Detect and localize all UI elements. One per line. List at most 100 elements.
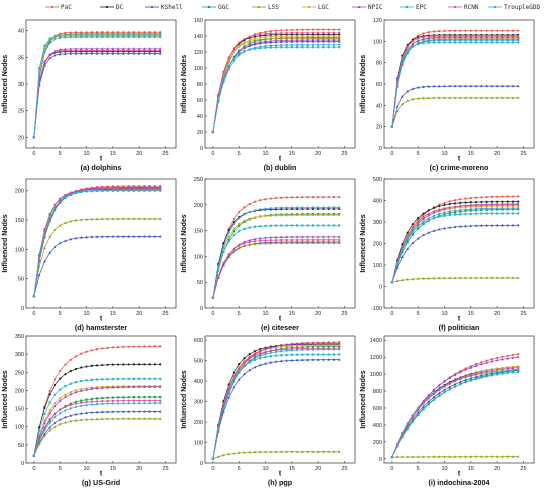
data-point xyxy=(101,188,104,192)
data-point xyxy=(274,214,278,217)
data-point xyxy=(285,238,288,242)
data-point xyxy=(459,210,462,213)
data-point xyxy=(322,224,325,227)
y-tick-label: 400 xyxy=(373,199,382,205)
series-trouplegdd xyxy=(211,206,341,299)
data-point xyxy=(490,200,493,203)
data-point xyxy=(95,400,99,403)
data-point xyxy=(138,399,141,402)
data-point xyxy=(264,37,267,41)
data-point xyxy=(274,349,278,352)
data-point xyxy=(417,408,420,411)
data-point xyxy=(401,278,404,282)
y-tick-label: 100 xyxy=(373,39,382,45)
data-point xyxy=(422,401,425,404)
data-point xyxy=(501,41,504,44)
data-point xyxy=(253,46,257,49)
data-point xyxy=(269,355,272,358)
data-point xyxy=(274,360,278,363)
data-point xyxy=(322,46,325,49)
data-point xyxy=(127,377,130,380)
data-point xyxy=(32,136,35,139)
data-point xyxy=(501,455,504,458)
data-point xyxy=(332,31,336,34)
data-point xyxy=(53,383,57,387)
data-point xyxy=(453,385,457,388)
data-point xyxy=(106,396,109,399)
data-point xyxy=(264,236,267,239)
data-point xyxy=(300,235,304,238)
data-point xyxy=(238,230,241,233)
data-point xyxy=(232,451,236,455)
series-trouplegdd xyxy=(32,188,162,298)
data-point xyxy=(490,84,494,88)
data-point xyxy=(395,105,399,108)
series-line-pac xyxy=(33,185,161,297)
x-tick-label: 20 xyxy=(494,151,500,157)
data-point xyxy=(280,206,283,209)
data-point xyxy=(80,399,83,402)
series-epc xyxy=(32,377,162,457)
data-point xyxy=(137,47,141,50)
data-point xyxy=(64,36,67,39)
data-point xyxy=(317,348,320,351)
data-point xyxy=(338,238,341,241)
data-point xyxy=(301,214,304,217)
data-point xyxy=(290,196,293,199)
data-point xyxy=(74,218,78,222)
data-point xyxy=(506,200,509,203)
data-point xyxy=(85,350,88,353)
series-line-rcnn xyxy=(391,204,519,283)
y-axis-label: Influenced Nodes xyxy=(2,214,9,272)
data-point xyxy=(485,195,488,199)
data-point xyxy=(48,418,51,421)
data-point xyxy=(280,350,283,353)
data-point xyxy=(153,35,157,39)
data-point xyxy=(417,225,420,228)
data-point xyxy=(480,34,483,38)
data-point xyxy=(469,376,473,380)
data-point xyxy=(479,276,483,279)
data-point xyxy=(511,200,515,203)
data-point xyxy=(485,370,488,373)
data-point xyxy=(243,227,246,231)
data-point xyxy=(90,411,94,414)
y-tick-label: 200 xyxy=(15,189,24,195)
data-point xyxy=(264,214,267,218)
series-ggc xyxy=(390,208,520,284)
data-point xyxy=(153,377,157,380)
data-point xyxy=(322,238,325,241)
x-tick-label: 20 xyxy=(315,311,321,317)
data-point xyxy=(80,35,83,39)
data-point xyxy=(48,37,51,40)
data-point xyxy=(416,97,420,100)
series-line-ggc xyxy=(212,346,340,459)
data-point xyxy=(79,47,83,50)
data-point xyxy=(322,40,325,43)
data-point xyxy=(322,344,325,347)
y-tick-label: 0 xyxy=(379,146,382,152)
data-point xyxy=(432,35,436,38)
data-point xyxy=(311,28,314,31)
data-point xyxy=(232,247,236,251)
data-point xyxy=(459,208,462,212)
data-point xyxy=(238,54,241,57)
data-point xyxy=(280,31,283,35)
data-point xyxy=(269,46,272,49)
data-point xyxy=(280,196,283,199)
data-point xyxy=(259,199,262,202)
data-point xyxy=(464,84,467,88)
data-point xyxy=(501,369,504,372)
data-point xyxy=(306,40,310,43)
data-point xyxy=(38,67,41,70)
data-point xyxy=(101,396,104,400)
series-dc xyxy=(32,187,162,298)
data-point xyxy=(496,212,499,215)
y-axis-label: Influenced Nodes xyxy=(2,55,9,113)
data-point xyxy=(469,196,472,200)
data-point xyxy=(432,210,436,213)
y-tick-label: 0 xyxy=(200,146,203,152)
data-point xyxy=(485,212,488,215)
data-point xyxy=(48,40,51,43)
data-point xyxy=(317,196,320,199)
